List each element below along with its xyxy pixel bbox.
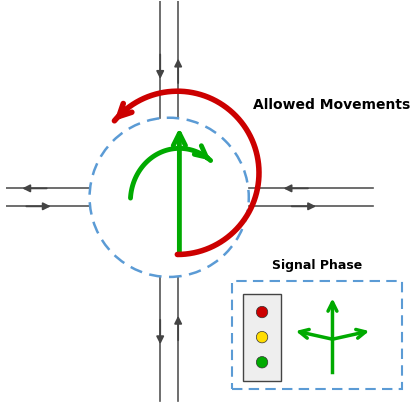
FancyBboxPatch shape <box>243 294 281 381</box>
Text: Allowed Movements: Allowed Movements <box>253 99 410 113</box>
Text: Signal Phase: Signal Phase <box>272 259 362 272</box>
Circle shape <box>256 356 268 368</box>
Circle shape <box>256 331 268 343</box>
Circle shape <box>256 306 268 318</box>
